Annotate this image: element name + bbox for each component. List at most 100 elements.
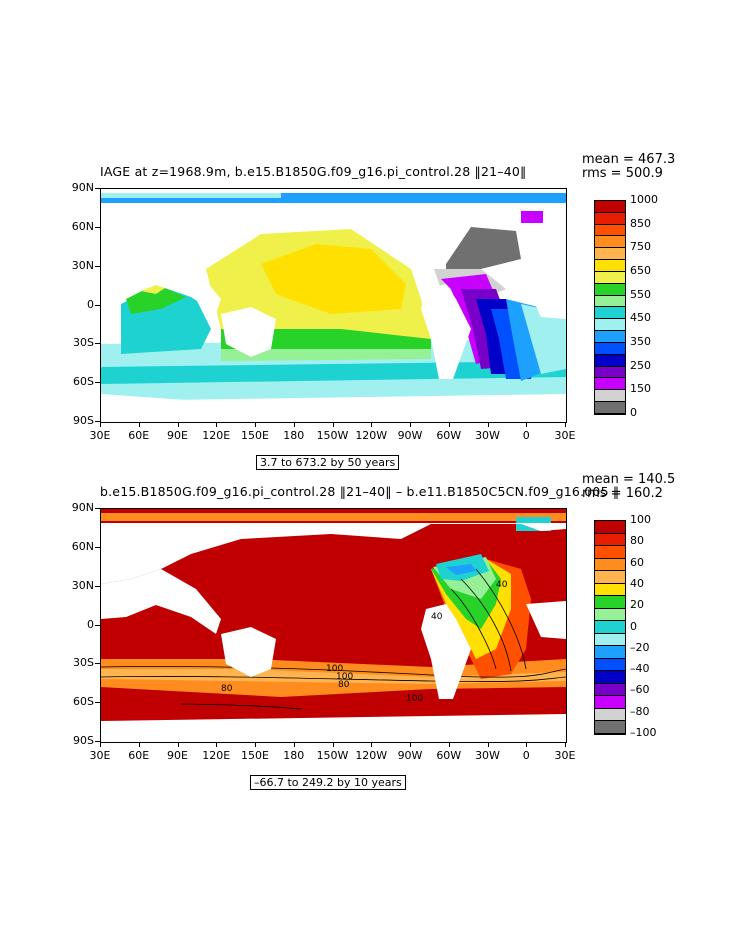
bottom-mean-stat: mean = 140.5 <box>582 472 676 487</box>
longitude-label: 180 <box>283 749 305 762</box>
colorbar-box <box>595 331 625 343</box>
colorbar-box <box>595 558 625 572</box>
contour-label-group: 100 80 100 80 100 40 40 <box>221 580 508 704</box>
longitude-tick <box>255 422 256 427</box>
colorbar-label: –20 <box>630 640 650 654</box>
top-map-plot <box>100 188 567 423</box>
longitude-label: 150W <box>316 429 349 442</box>
contour-label: 80 <box>221 684 233 694</box>
longitude-label: 60E <box>128 429 150 442</box>
longitude-tick <box>216 422 218 427</box>
top-map-title: IAGE at z=1968.9m, b.e15.B1850G.f09_g16.… <box>100 164 527 179</box>
colorbar-label: –100 <box>630 726 657 739</box>
longitude-label: 60W <box>436 749 462 762</box>
contour-label: 40 <box>496 580 508 590</box>
colorbar-box <box>595 671 625 684</box>
antarctica-landmass <box>101 394 566 422</box>
longitude-label: 60E <box>128 749 150 762</box>
top-map-field <box>101 193 566 422</box>
longitude-label: 180 <box>283 429 305 442</box>
latitude-tick <box>95 624 100 626</box>
longitude-tick <box>138 742 140 747</box>
longitude-label: 90W <box>397 429 423 442</box>
latitude-label: 60N <box>71 539 94 553</box>
colorbar-box <box>595 721 625 734</box>
top-colorbar <box>594 200 626 415</box>
latitude-label: 0 <box>87 617 94 631</box>
bottom-map-title: b.e15.B1850G.f09_g16.pi_control.28 ‖21–4… <box>100 484 620 499</box>
latitude-tick <box>95 421 100 422</box>
colorbar-label: 100 <box>630 513 651 526</box>
latitude-label: 0 <box>87 297 94 311</box>
longitude-tick <box>216 742 218 747</box>
africa-landmass <box>526 281 566 319</box>
colorbar-box <box>595 633 625 647</box>
longitude-tick <box>565 422 566 427</box>
colorbar-label: 550 <box>630 287 651 301</box>
colorbar-label: 0 <box>630 406 637 419</box>
longitude-label: 150E <box>241 749 269 762</box>
latitude-label: 30S <box>73 656 94 670</box>
top-range-label: 3.7 to 673.2 by 50 years <box>256 455 400 470</box>
longitude-tick <box>293 742 295 747</box>
longitude-tick <box>138 422 140 427</box>
latitude-label: 60N <box>71 219 94 233</box>
bottom-range-label: –66.7 to 249.2 by 10 years <box>250 775 406 790</box>
longitude-tick <box>487 422 489 427</box>
contour-label: 40 <box>431 612 443 622</box>
colorbar-box <box>595 533 625 547</box>
colorbar-label: 20 <box>630 598 644 612</box>
north-continents <box>101 203 566 264</box>
south-america-landmass <box>421 284 471 379</box>
longitude-label: 0 <box>522 429 530 442</box>
indian-ocean-green <box>126 284 186 314</box>
bottom-africa-landmass <box>526 601 566 639</box>
latitude-tick <box>95 741 100 742</box>
longitude-tick <box>332 742 334 747</box>
top-rms-stat: rms = 500.9 <box>582 166 663 181</box>
colorbar-box <box>595 696 625 709</box>
latitude-label: 30S <box>73 336 94 350</box>
bottom-south-america-landmass <box>421 604 471 699</box>
colorbar-box <box>595 621 625 634</box>
colorbar-box <box>595 295 625 308</box>
longitude-label: 30E <box>89 749 111 762</box>
colorbar-box <box>595 248 625 261</box>
bottom-rms-stat: rms = 160.2 <box>582 486 663 501</box>
arctic-band-light <box>101 193 281 198</box>
colorbar-box <box>595 366 625 379</box>
arctic-orange-band <box>101 513 566 521</box>
latitude-tick <box>95 382 100 384</box>
colorbar-label: 1000 <box>630 193 658 206</box>
colorbar-box <box>595 390 625 403</box>
latitude-tick <box>95 188 100 189</box>
longitude-label: 150E <box>241 429 269 442</box>
colorbar-box <box>595 212 625 225</box>
latitude-tick <box>95 663 100 665</box>
colorbar-box <box>595 658 625 672</box>
colorbar-box <box>595 708 625 722</box>
colorbar-box <box>595 521 625 534</box>
colorbar-box <box>595 271 625 284</box>
latitude-label: 30N <box>71 258 94 272</box>
colorbar-box <box>595 236 625 249</box>
colorbar-box <box>595 319 625 332</box>
contour-label: 100 <box>336 672 353 682</box>
latitude-tick <box>95 508 100 509</box>
longitude-label: 90E <box>167 749 188 762</box>
longitude-tick <box>100 742 101 747</box>
longitude-tick <box>332 422 334 427</box>
colorbar-label: 650 <box>630 264 651 277</box>
longitude-tick <box>100 422 101 427</box>
longitude-tick <box>255 742 256 747</box>
pacific-lightgreen-band <box>221 349 431 361</box>
bottom-map-field: 100 80 100 80 100 40 40 <box>101 509 566 742</box>
colorbar-box <box>595 307 625 320</box>
contour-label: 80 <box>338 680 350 690</box>
colorbar-box <box>595 683 625 697</box>
colorbar-box <box>595 546 625 559</box>
longitude-label: 90E <box>167 429 188 442</box>
arctic-magenta-blob <box>521 211 543 223</box>
longitude-label: 30E <box>89 429 111 442</box>
colorbar-label: 0 <box>630 619 637 633</box>
